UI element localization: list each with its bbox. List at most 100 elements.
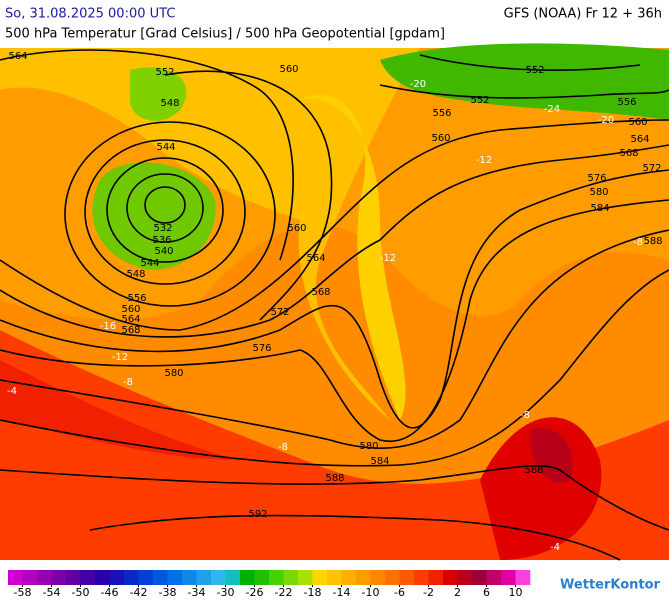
temperature-label: -20	[410, 79, 426, 90]
geopotential-label: 588	[325, 473, 344, 484]
colorbar-swatch	[211, 570, 226, 585]
colorbar-swatch	[109, 570, 125, 585]
geopotential-label: 580	[359, 441, 378, 452]
temperature-label: -8	[633, 237, 643, 248]
datetime: So, 31.08.2025 00:00 UTC	[5, 7, 175, 22]
colorbar-swatch	[8, 570, 23, 585]
geopotential-label: 568	[121, 325, 140, 336]
geopotential-label: 536	[152, 235, 171, 246]
colorbar-tick-label: -58	[14, 586, 32, 599]
geopotential-label: 576	[587, 173, 606, 184]
geopotential-label: 544	[156, 142, 175, 153]
geopotential-label: 568	[619, 148, 638, 159]
colorbar-swatch	[225, 570, 241, 585]
colorbar-swatch	[80, 570, 96, 585]
colorbar-tick-label: -54	[43, 586, 61, 599]
colorbar-tick-label: -38	[159, 586, 177, 599]
colorbar-swatch	[486, 570, 502, 585]
colorbar-tick-label: -6	[394, 586, 405, 599]
colorbar-swatch	[124, 570, 139, 585]
colorbar-swatch	[399, 570, 415, 585]
colorbar-swatch	[428, 570, 444, 585]
colorbar-tick-label: -22	[275, 586, 293, 599]
geopotential-label: 552	[525, 65, 544, 76]
geopotential-label: 572	[642, 163, 661, 174]
colorbar-swatch	[443, 570, 458, 585]
colorbar-swatch	[269, 570, 284, 585]
temperature-label: -20	[598, 115, 614, 126]
colorbar-swatch	[37, 570, 52, 585]
geopotential-label: 580	[589, 187, 608, 198]
geopotential-label: 556	[432, 108, 451, 119]
geopotential-label: 560	[287, 223, 306, 234]
colorbar-swatch	[22, 570, 38, 585]
colorbar-swatch	[66, 570, 81, 585]
geopotential-label: 592	[248, 509, 267, 520]
geopotential-label: 560	[121, 304, 140, 315]
colorbar-swatch	[283, 570, 299, 585]
colorbar-swatch	[153, 570, 168, 585]
temperature-label: -12	[112, 352, 128, 363]
geopotential-label: 532	[153, 223, 172, 234]
colorbar-swatch	[95, 570, 110, 585]
colorbar-tick-label: -18	[304, 586, 322, 599]
brand: WetterKontor	[560, 578, 661, 593]
geopotential-label: 584	[590, 203, 609, 214]
geopotential-label: 584	[370, 456, 389, 467]
colorbar-swatch	[457, 570, 473, 585]
colorbar-swatch	[138, 570, 154, 585]
geopotential-label: 572	[270, 307, 289, 318]
geopotential-label: 552	[470, 95, 489, 106]
colorbar-swatch	[370, 570, 386, 585]
colorbar-swatch	[341, 570, 357, 585]
geopotential-label: 552	[155, 67, 174, 78]
temperature-label: -12	[380, 253, 396, 264]
colorbar-swatch	[515, 570, 531, 585]
temperature-label: -8	[123, 377, 133, 388]
geopotential-label: 560	[628, 117, 647, 128]
temperature-label: -16	[100, 321, 116, 332]
geopotential-label: 548	[160, 98, 179, 109]
colorbar-tick-label: -42	[130, 586, 148, 599]
geopotential-label: 588	[643, 236, 662, 247]
map	[0, 43, 669, 561]
colorbar-tick-label: -2	[423, 586, 434, 599]
colorbar-swatch	[254, 570, 270, 585]
geopotential-label: 556	[127, 293, 146, 304]
colorbar-swatch	[167, 570, 183, 585]
colorbar-swatch	[356, 570, 371, 585]
colorbar-swatch	[182, 570, 197, 585]
colorbar-tick-label: 2	[454, 586, 461, 599]
colorbar-tick-label: -50	[72, 586, 90, 599]
geopotential-label: 564	[121, 314, 140, 325]
geopotential-label: 560	[279, 64, 298, 75]
colorbar: -58 -54 -50 -46 -42 -38 -34 -30 -26 -22 -18 -14 -10-…	[8, 570, 531, 599]
geopotential-label: 576	[252, 343, 271, 354]
colorbar-tick-label: -30	[217, 586, 235, 599]
colorbar-swatch	[312, 570, 328, 585]
colorbar-tick-label: 6	[483, 586, 490, 599]
colorbar-swatch	[327, 570, 342, 585]
colorbar-swatch	[298, 570, 313, 585]
colorbar-swatch	[501, 570, 516, 585]
temperature-label: -4	[550, 542, 560, 553]
geopotential-label: 564	[306, 253, 325, 264]
geopotential-label: 564	[630, 134, 649, 145]
colorbar-swatch	[240, 570, 255, 585]
temperature-label: -4	[7, 386, 17, 397]
geopotential-label: 588	[524, 465, 543, 476]
subtitle: 500 hPa Temperatur [Grad Celsius] / 500 …	[5, 27, 445, 42]
colorbar-swatch	[51, 570, 67, 585]
colorbar-tick-label: -26	[246, 586, 264, 599]
temperature-label: -8	[520, 410, 530, 421]
colorbar-swatch	[414, 570, 429, 585]
colorbar-tick-label: 10	[509, 586, 523, 599]
temperature-label: -24	[544, 104, 560, 115]
temperature-label: -12	[476, 155, 492, 166]
colorbar-tick-label: -10	[362, 586, 380, 599]
geopotential-label: 564	[8, 51, 27, 62]
colorbar-swatch	[196, 570, 212, 585]
geopotential-label: 544	[140, 258, 159, 269]
